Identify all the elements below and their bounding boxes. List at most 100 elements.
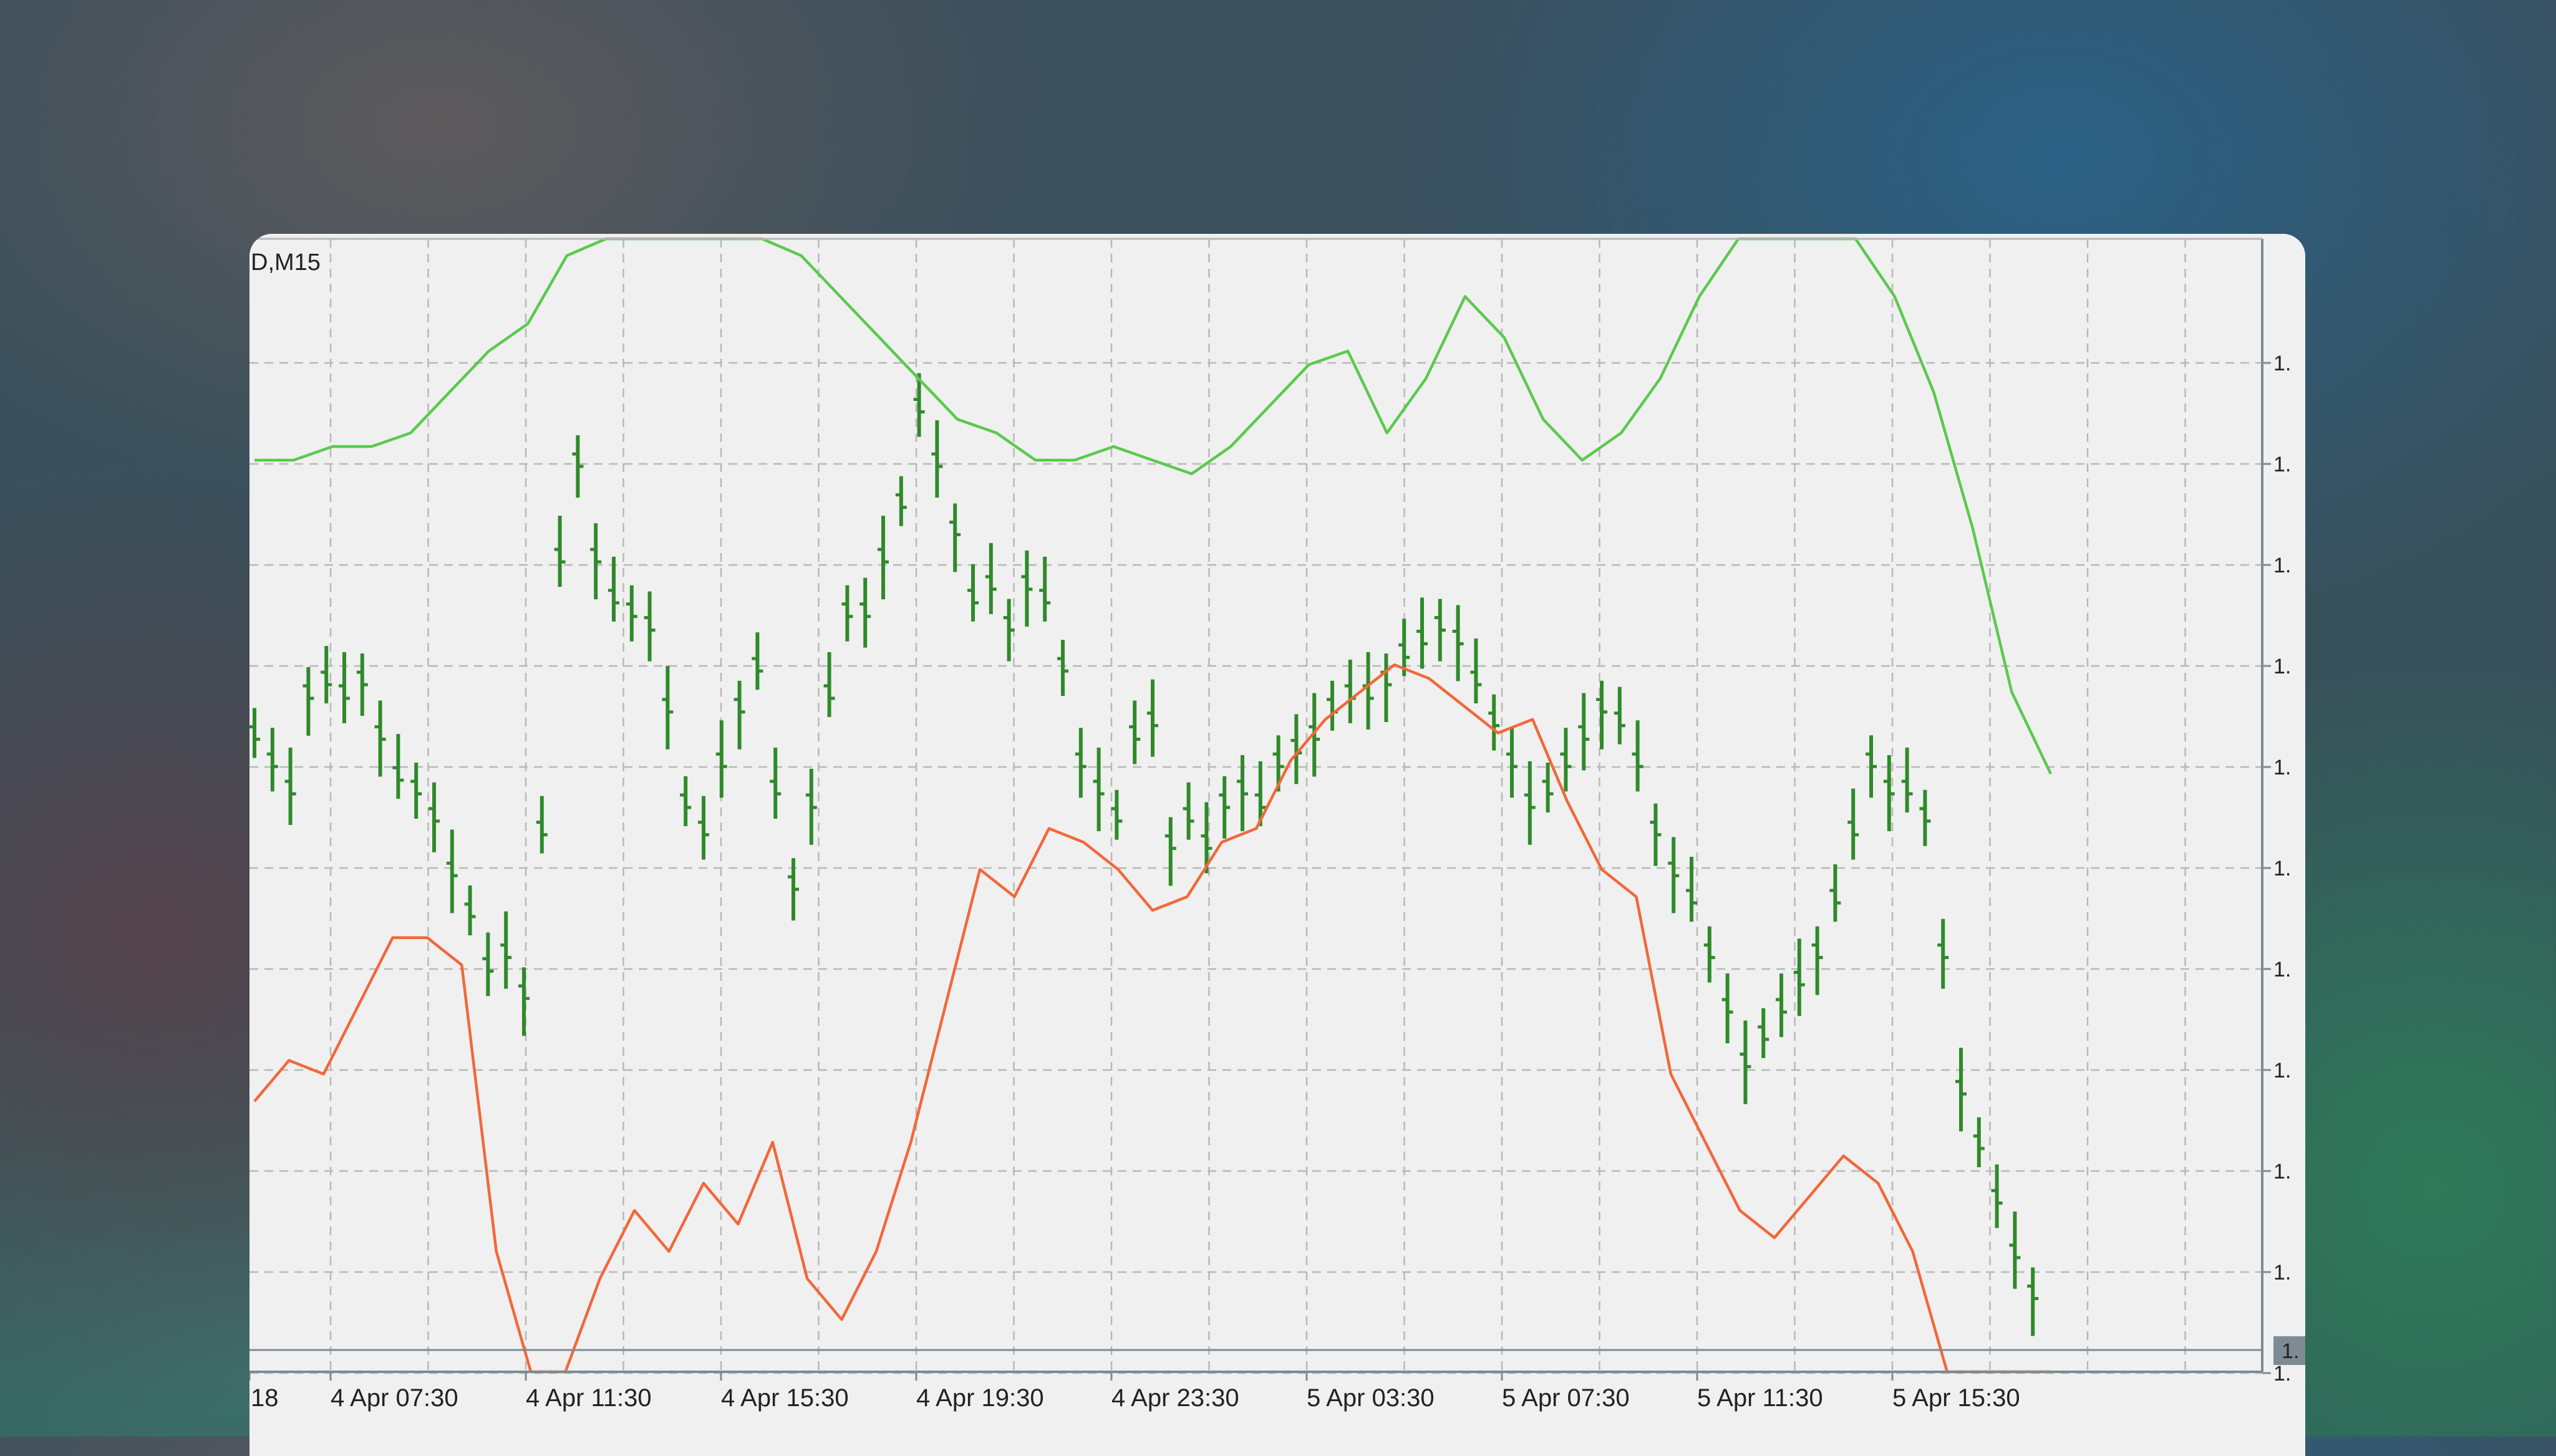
x-tick-label: 18 [251, 1384, 279, 1412]
price-bar [1829, 864, 1841, 922]
price-bar [1596, 680, 1607, 750]
price-bar [1309, 693, 1320, 777]
y-tick-label: 1. [2273, 554, 2291, 577]
price-bar [913, 373, 925, 437]
price-bar [770, 748, 782, 819]
y-tick-label: 1. [2273, 756, 2291, 779]
price-bar [1793, 938, 1805, 1016]
y-tick-label: 1. [2273, 1059, 2291, 1082]
price-bar [392, 734, 404, 799]
x-tick-label: 4 Apr 15:30 [721, 1384, 849, 1412]
price-bar [985, 542, 997, 614]
price-bar [1721, 973, 1733, 1044]
price-bar [1847, 788, 1859, 860]
price-bar [1776, 973, 1787, 1038]
price-bar [1686, 857, 1697, 922]
price-bar [482, 932, 494, 996]
price-bar [644, 591, 656, 662]
price-bar [788, 858, 799, 921]
current-price-badge [2273, 1336, 2305, 1365]
price-bar [249, 708, 260, 758]
y-tick-label: 1. [2273, 1261, 2291, 1285]
price-bar [1740, 1020, 1751, 1104]
price-bar [1129, 700, 1141, 764]
price-bar [752, 632, 763, 690]
price-bar [931, 420, 943, 498]
price-bar [1452, 605, 1464, 682]
price-bar [1578, 693, 1590, 771]
price-bar [2009, 1211, 2021, 1289]
price-bar [410, 763, 422, 819]
price-bar [321, 646, 332, 704]
price-bar [590, 523, 602, 600]
y-tick-label: 1. [2273, 1160, 2291, 1184]
price-bar [878, 516, 889, 600]
current-price-label: 1. [2282, 1339, 2299, 1363]
price-bar [1955, 1048, 1967, 1132]
price-bar [464, 885, 476, 935]
price-bar [284, 748, 296, 826]
price-bar [1973, 1117, 1985, 1167]
x-tick-label: 5 Apr 11:30 [1697, 1384, 1823, 1412]
price-chart[interactable]: 1.1.1.1.1.1.1.1.1.1.1. 18 4 Apr 07:30 4 Ap… [249, 234, 2305, 1456]
price-bar [2027, 1267, 2039, 1336]
price-bar [1416, 597, 1428, 669]
price-bar [554, 516, 566, 587]
price-bar [662, 665, 674, 750]
price-bar [1093, 748, 1105, 832]
price-bar [680, 776, 692, 826]
x-tick-label: 4 Apr 19:30 [916, 1384, 1044, 1412]
x-tick-label: 4 Apr 23:30 [1111, 1384, 1239, 1412]
price-bar [1560, 728, 1572, 792]
price-bar [1542, 763, 1554, 813]
price-bar [1237, 755, 1248, 832]
price-bar [266, 728, 278, 792]
price-bar [1219, 776, 1231, 839]
price-bar [339, 652, 350, 723]
x-tick-label: 4 Apr 11:30 [526, 1384, 652, 1412]
price-bar [1614, 687, 1625, 745]
price-axis: 1. 1. 1. 1. 1. 1. 1. 1. 1. 1. 1. [2262, 352, 2291, 1386]
price-bar [1201, 802, 1213, 874]
price-bar [356, 653, 368, 716]
price-bar [1650, 803, 1662, 866]
price-bar [303, 667, 314, 736]
price-bar [841, 585, 853, 642]
price-bar [1254, 761, 1266, 826]
price-bar [446, 829, 458, 914]
price-bar [608, 556, 619, 622]
price-bar [859, 577, 871, 648]
price-bar [1111, 789, 1123, 840]
y-tick-label: 1. [2273, 1362, 2291, 1386]
chart-background [249, 234, 2305, 1456]
price-bar [1811, 926, 1823, 995]
x-tick-label: 4 Apr 07:30 [331, 1384, 458, 1412]
price-bar [1398, 619, 1410, 677]
price-bar [805, 768, 817, 845]
y-tick-label: 1. [2273, 958, 2291, 981]
price-bar [1506, 728, 1518, 798]
price-bar [1632, 720, 1643, 792]
price-bar [1901, 748, 1913, 813]
price-bar [1524, 761, 1536, 845]
y-tick-label: 1. [2273, 857, 2291, 880]
x-tick-label: 5 Apr 03:30 [1307, 1384, 1435, 1412]
price-bar [1488, 694, 1500, 751]
price-bar [698, 796, 709, 860]
symbol-label: D,M15 [251, 249, 321, 276]
y-tick-label: 1. [2273, 352, 2291, 375]
price-bar [1147, 679, 1158, 757]
price-bar [895, 476, 907, 526]
price-bar [1039, 556, 1051, 622]
y-tick-label: 1. [2273, 453, 2291, 476]
price-bar [518, 967, 530, 1036]
price-bar [428, 782, 440, 852]
price-bar [733, 680, 745, 750]
price-bar [1937, 918, 1949, 989]
price-bar [1991, 1164, 2003, 1228]
price-bar [1075, 728, 1087, 798]
chart-window: 1. 1. 1. 1. 1. 1. 1. 1. 1. 1. 1. 18 4 Apr 07:30 4 Ap… [249, 234, 2305, 1456]
price-bar [1434, 599, 1446, 662]
price-bar [572, 435, 584, 498]
price-bar [1164, 817, 1176, 886]
